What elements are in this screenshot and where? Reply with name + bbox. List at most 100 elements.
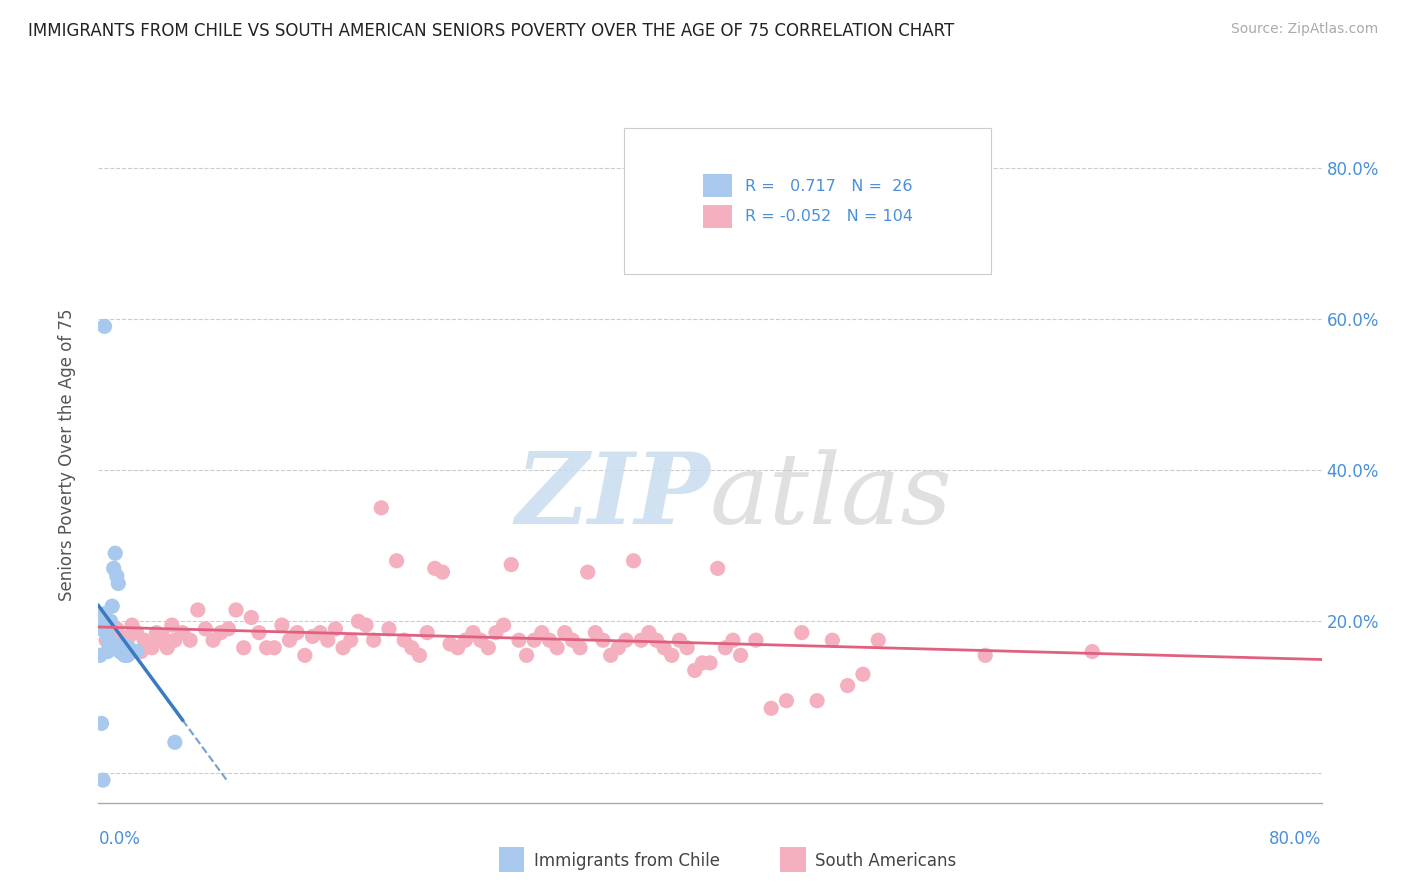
Point: [974, 648, 997, 663]
Point: [501, 558, 523, 572]
Point: [721, 633, 744, 648]
Point: [115, 633, 138, 648]
Point: [439, 637, 461, 651]
Point: [149, 633, 172, 648]
Point: [416, 625, 439, 640]
Point: [347, 615, 370, 629]
Point: [156, 640, 179, 655]
Point: [868, 633, 890, 648]
Text: ZIP: ZIP: [515, 449, 710, 545]
Point: [623, 554, 645, 568]
Point: [232, 640, 254, 655]
Point: [316, 633, 339, 648]
Point: [790, 625, 813, 640]
Point: [129, 644, 152, 658]
Point: [492, 618, 515, 632]
Point: [745, 633, 768, 648]
Text: 0.0%: 0.0%: [98, 830, 141, 847]
Point: [270, 618, 292, 632]
Point: [301, 629, 323, 643]
Point: [523, 633, 546, 648]
Point: [583, 625, 606, 640]
Text: Immigrants from Chile: Immigrants from Chile: [534, 852, 720, 870]
Point: [141, 640, 163, 655]
Text: 80.0%: 80.0%: [1270, 830, 1322, 847]
Point: [115, 644, 138, 658]
Point: [630, 633, 652, 648]
Point: [163, 735, 186, 749]
Point: [699, 656, 721, 670]
Point: [370, 500, 392, 515]
Point: [107, 576, 129, 591]
Point: [134, 633, 156, 648]
Point: [852, 667, 875, 681]
Point: [172, 625, 194, 640]
Point: [111, 644, 134, 658]
Point: [101, 599, 124, 614]
Point: [89, 648, 111, 663]
Point: [93, 319, 115, 334]
Point: [125, 625, 148, 640]
Point: [554, 625, 576, 640]
Point: [401, 640, 423, 655]
Point: [118, 629, 141, 643]
Point: [730, 648, 752, 663]
Point: [100, 633, 122, 648]
Point: [97, 644, 120, 658]
Point: [461, 625, 484, 640]
Point: [105, 569, 128, 583]
Point: [94, 633, 117, 648]
Point: [576, 565, 599, 579]
Point: [378, 622, 401, 636]
Point: [309, 625, 332, 640]
Point: [470, 633, 492, 648]
Point: [103, 561, 125, 575]
Point: [614, 633, 637, 648]
Point: [108, 644, 131, 658]
Point: [561, 633, 583, 648]
Point: [592, 633, 614, 648]
Point: [530, 625, 553, 640]
Point: [112, 648, 135, 663]
Point: [256, 640, 278, 655]
Point: [247, 625, 270, 640]
Point: [354, 618, 377, 632]
Point: [103, 625, 125, 640]
Point: [569, 640, 592, 655]
Point: [152, 629, 174, 643]
Point: [90, 622, 112, 636]
Point: [385, 554, 408, 568]
Point: [692, 656, 714, 670]
Point: [477, 640, 499, 655]
Point: [163, 633, 186, 648]
Point: [485, 625, 508, 640]
Point: [408, 648, 430, 663]
Point: [332, 640, 354, 655]
Point: [637, 625, 661, 640]
Point: [105, 622, 128, 636]
Text: atlas: atlas: [710, 449, 953, 544]
Point: [91, 615, 114, 629]
Point: [240, 610, 263, 624]
Point: [454, 633, 477, 648]
Point: [706, 561, 728, 575]
Point: [136, 637, 159, 651]
Point: [93, 607, 115, 621]
Point: [546, 640, 568, 655]
Point: [209, 625, 232, 640]
Point: [676, 640, 699, 655]
Text: Source: ZipAtlas.com: Source: ZipAtlas.com: [1230, 22, 1378, 37]
Point: [187, 603, 209, 617]
Point: [160, 618, 183, 632]
Point: [100, 615, 122, 629]
Point: [714, 640, 737, 655]
Point: [759, 701, 782, 715]
Point: [392, 633, 416, 648]
Point: [775, 694, 797, 708]
Point: [179, 633, 201, 648]
Point: [98, 637, 121, 651]
Point: [508, 633, 530, 648]
Point: [278, 633, 301, 648]
Point: [516, 648, 538, 663]
Point: [104, 546, 127, 560]
